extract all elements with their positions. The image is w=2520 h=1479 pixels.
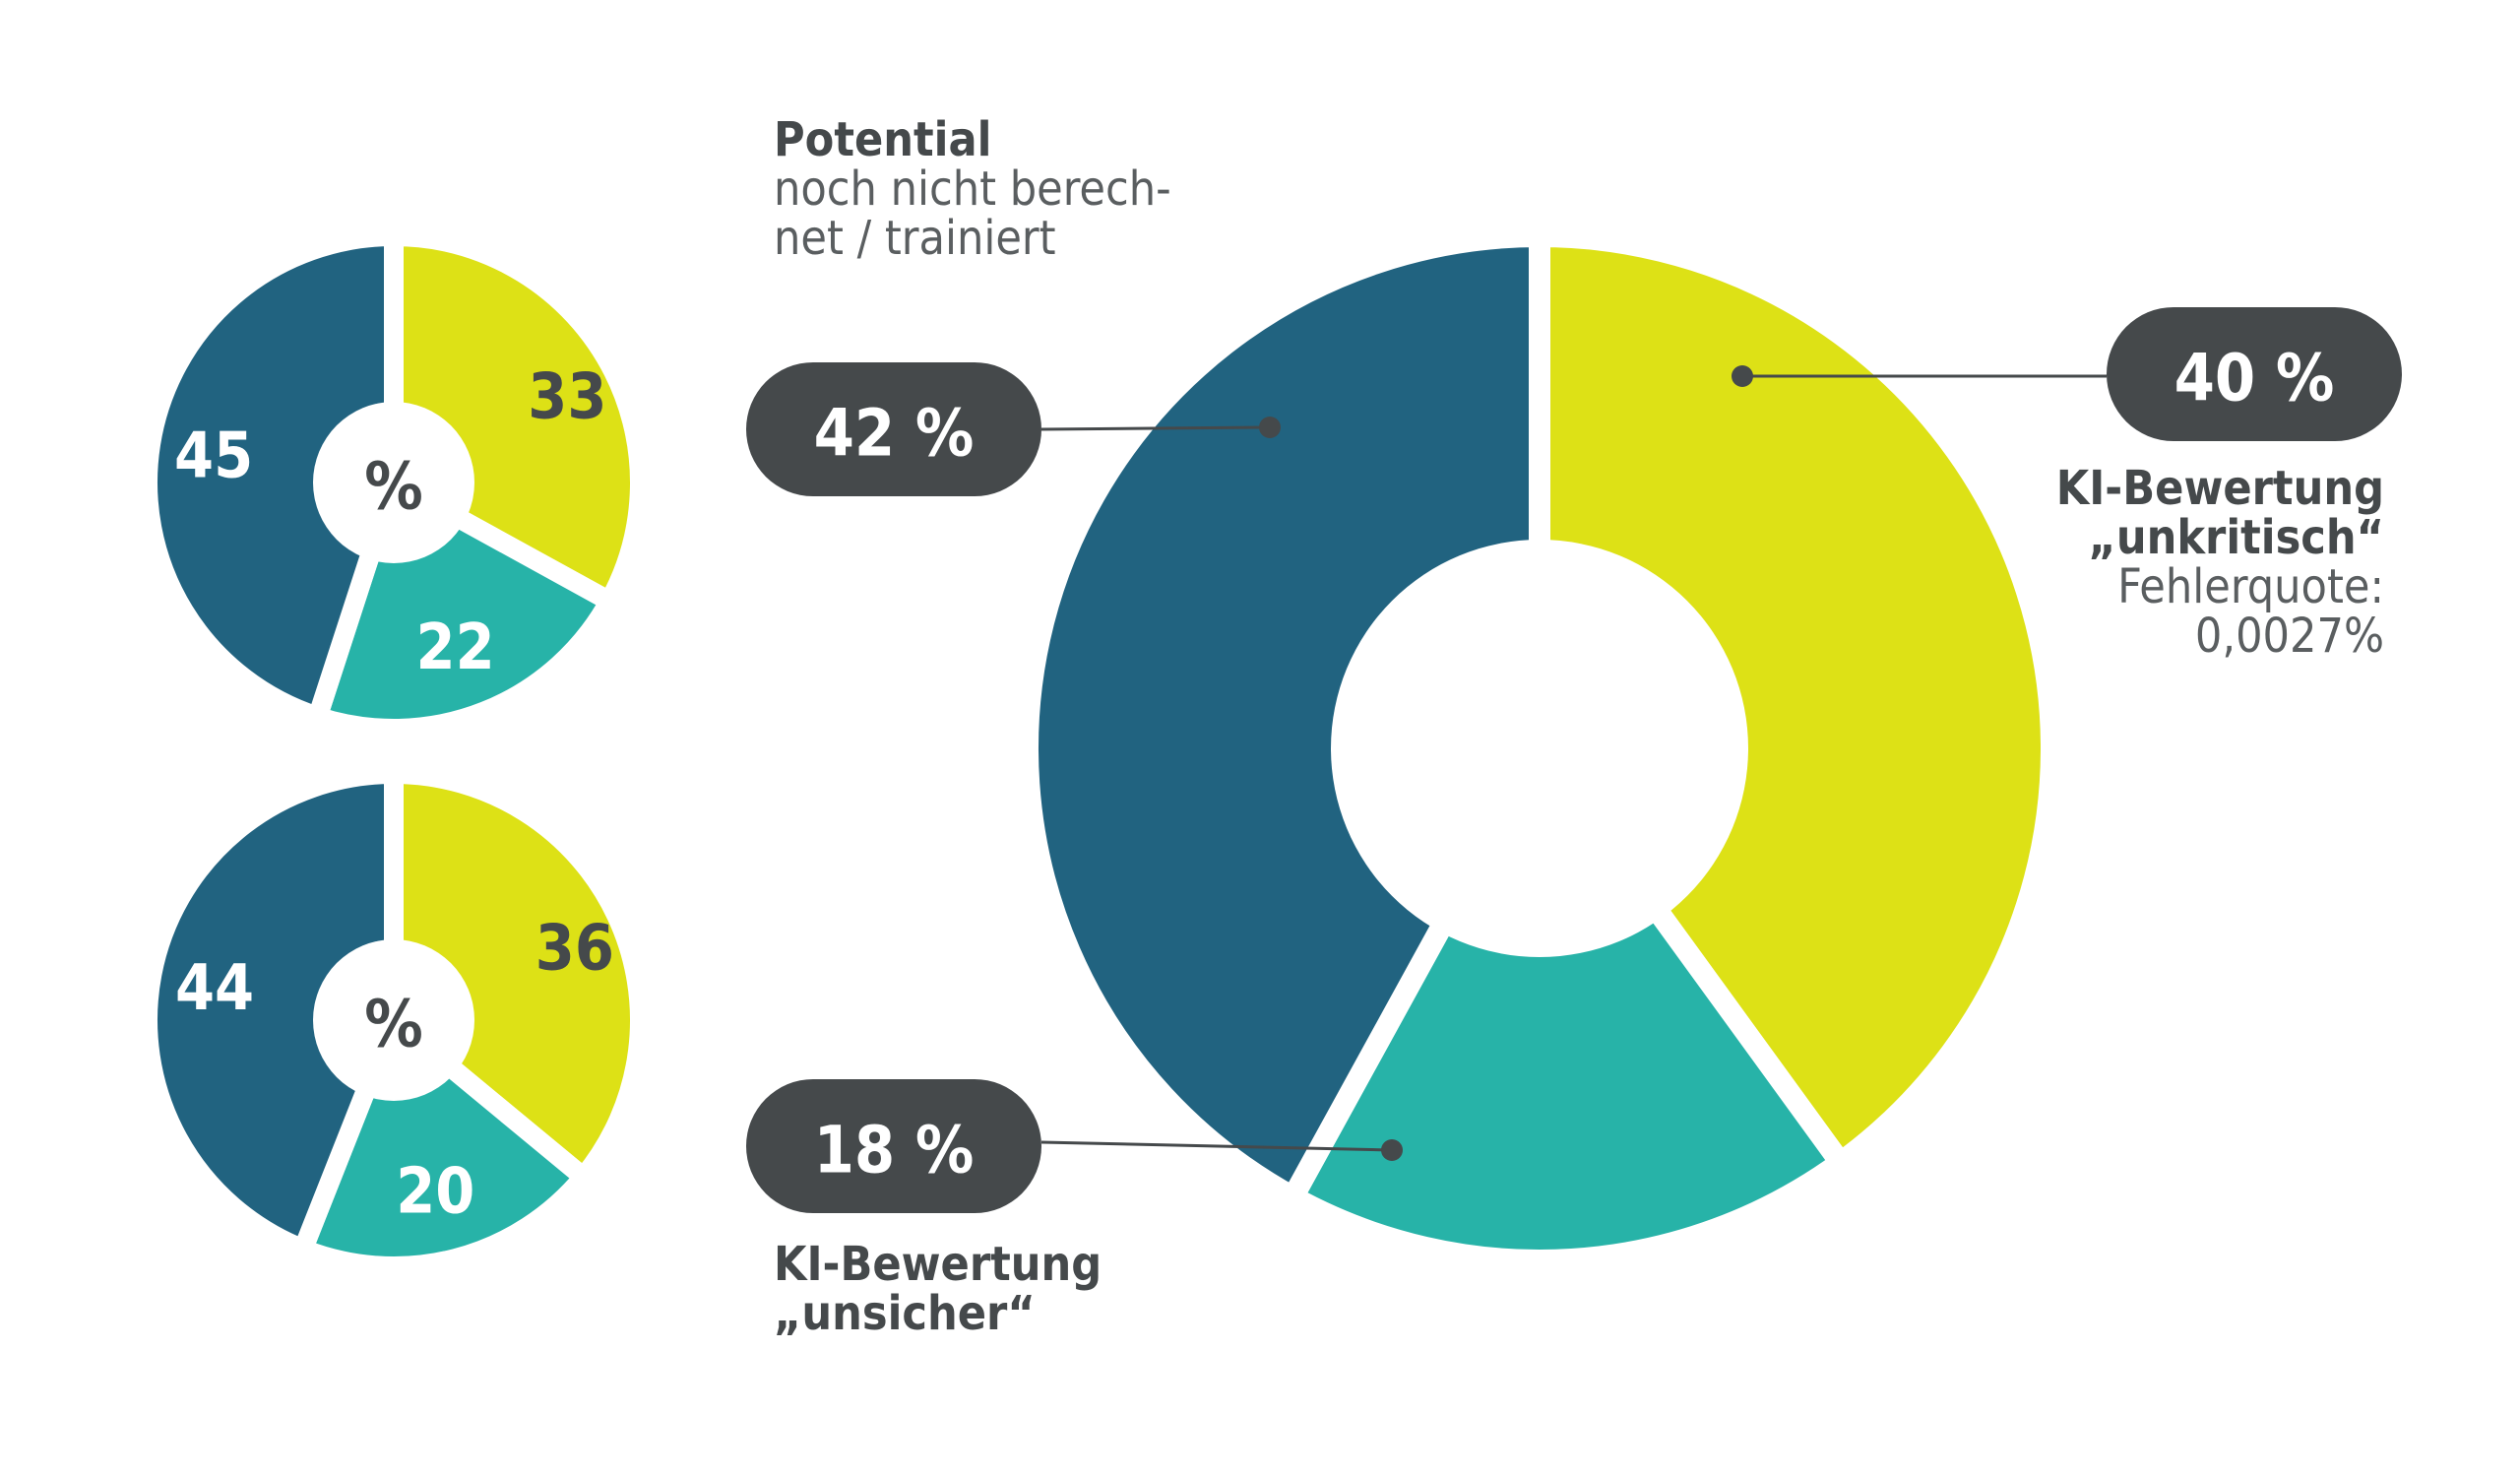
donut-chart-main <box>1017 225 2062 1271</box>
value-pill-label: 18 % <box>814 1113 975 1189</box>
slice-42% <box>1017 225 1550 1212</box>
caption-bold: KI-Bewertung <box>2056 461 2384 516</box>
callout-dot <box>1259 417 1281 438</box>
center-label: % <box>364 987 423 1062</box>
donut-chart-2: 36 20 44% <box>138 763 650 1276</box>
value-pill-label: 42 % <box>814 396 975 472</box>
callout-dot <box>1732 365 1753 387</box>
caption-bold: KI-Bewertung <box>774 1237 1102 1292</box>
value-pill <box>2107 307 2402 441</box>
donut-hole <box>313 402 474 563</box>
callout-dot <box>1381 1139 1403 1161</box>
caption-light: 0,0027% <box>2195 609 2384 664</box>
slice-label: 36 <box>536 913 614 986</box>
center-label: % <box>364 449 423 525</box>
caption-bold: „unsicher“ <box>774 1286 1036 1341</box>
value-pill <box>746 362 1041 496</box>
value-pill <box>746 1079 1041 1213</box>
caption-bold: Potential <box>774 112 991 167</box>
slice-36 <box>384 763 650 1191</box>
slice-18% <box>1278 728 1857 1271</box>
slice-label: 20 <box>396 1156 474 1229</box>
slice-label: 45 <box>174 419 253 492</box>
value-pill-label: 40 % <box>2174 341 2335 417</box>
caption-light: net / trainiert <box>774 211 1056 266</box>
caption-light: Fehlerquote: <box>2117 559 2384 614</box>
donut-chart-1: 33 22 45% <box>138 225 650 739</box>
slice-label: 33 <box>528 360 606 433</box>
caption-light: noch nicht berech- <box>774 161 1171 217</box>
slice-label: 22 <box>416 611 495 684</box>
callout-line <box>1040 425 1271 431</box>
slice-40% <box>1529 225 2062 1179</box>
slice-45 <box>138 225 404 730</box>
callout-line <box>1040 1140 1393 1152</box>
caption-bold: „unkritisch“ <box>2088 510 2384 565</box>
donut-hole <box>1331 540 1748 957</box>
slice-44 <box>138 763 404 1262</box>
donut-hole <box>313 939 474 1101</box>
slice-label: 44 <box>175 952 254 1025</box>
callouts: 40 %KI-Bewertung„unkritisch“Fehlerquote:… <box>746 112 2402 1341</box>
